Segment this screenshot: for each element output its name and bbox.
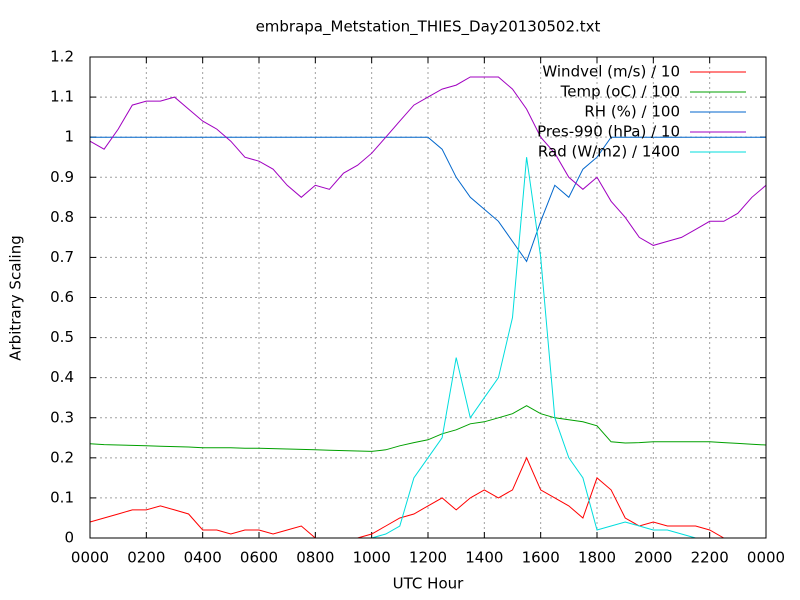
x-axis-label: UTC Hour bbox=[393, 575, 464, 593]
x-tick-label: 0800 bbox=[296, 549, 334, 567]
x-tick-label: 2000 bbox=[634, 549, 672, 567]
y-tick-label: 0.4 bbox=[50, 368, 74, 386]
y-axis-label: Arbitrary Scaling bbox=[7, 235, 25, 361]
y-tick-label: 1.1 bbox=[50, 88, 74, 106]
x-tick-label: 1400 bbox=[465, 549, 503, 567]
plot-border bbox=[89, 56, 767, 539]
x-tick-label: 1200 bbox=[409, 549, 447, 567]
x-tick-label: 2200 bbox=[691, 549, 729, 567]
x-tick-label: 0000 bbox=[747, 549, 785, 567]
series-line bbox=[89, 76, 767, 246]
y-tick-label: 0.6 bbox=[50, 288, 74, 306]
y-tick-label: 1 bbox=[64, 128, 74, 146]
legend-label: Rad (W/m2) / 1400 bbox=[538, 143, 680, 161]
y-tick-label: 0.8 bbox=[50, 208, 74, 226]
x-tick-label: 0000 bbox=[71, 549, 109, 567]
x-tick-label: 1600 bbox=[522, 549, 560, 567]
y-tick-label: 0.5 bbox=[50, 328, 74, 346]
x-tick-label: 1800 bbox=[578, 549, 616, 567]
x-tick-label: 0200 bbox=[127, 549, 165, 567]
series-line bbox=[89, 405, 767, 452]
legend-label: Pres-990 (hPa) / 10 bbox=[537, 123, 680, 141]
y-tick-label: 0.3 bbox=[50, 408, 74, 426]
legend-label: Windvel (m/s) / 10 bbox=[542, 63, 680, 81]
chart-title: embrapa_Metstation_THIES_Day20130502.txt bbox=[256, 18, 601, 37]
y-tick-label: 0.2 bbox=[50, 448, 74, 466]
y-tick-label: 0.7 bbox=[50, 248, 74, 266]
legend-label: Temp (oC) / 100 bbox=[560, 83, 680, 101]
y-tick-label: 1.2 bbox=[50, 48, 74, 66]
x-tick-label: 0400 bbox=[184, 549, 222, 567]
y-tick-label: 0 bbox=[64, 529, 74, 547]
y-tick-label: 0.1 bbox=[50, 488, 74, 506]
x-tick-label: 0600 bbox=[240, 549, 278, 567]
series-line bbox=[90, 136, 766, 263]
x-tick-label: 1000 bbox=[353, 549, 391, 567]
legend-label: RH (%) / 100 bbox=[584, 103, 680, 121]
series-line bbox=[89, 456, 766, 539]
y-tick-label: 0.9 bbox=[50, 168, 74, 186]
